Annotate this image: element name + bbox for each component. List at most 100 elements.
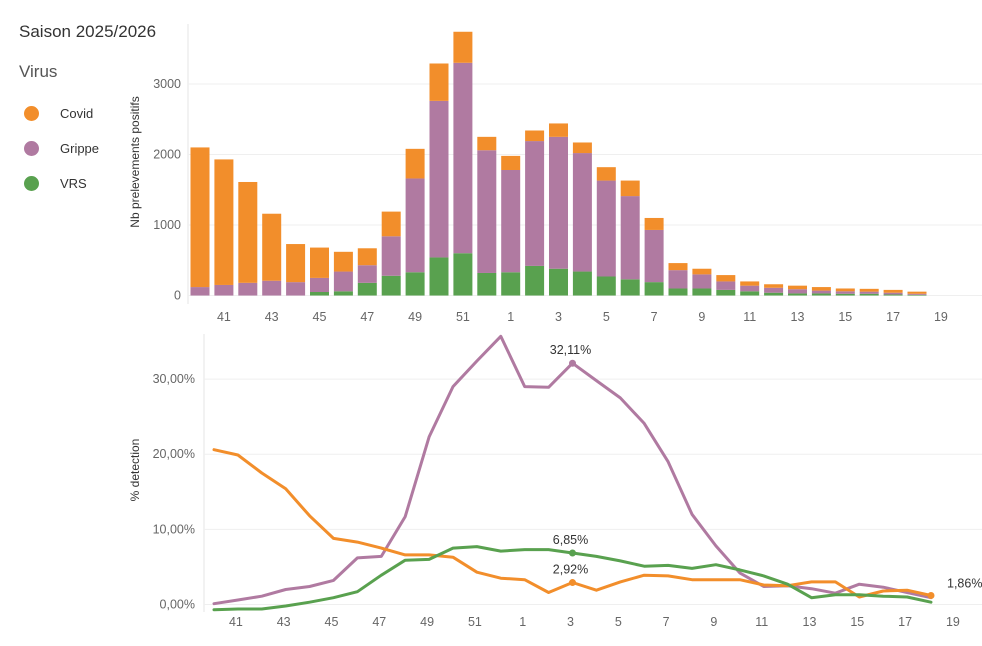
bar-segment-grippe[interactable] [572,153,592,272]
bar-segment-vrs[interactable] [333,291,353,296]
bar-segment-vrs[interactable] [453,253,473,296]
bar-segment-vrs[interactable] [835,293,855,296]
bar-segment-grippe[interactable] [525,141,545,266]
legend-item-vrs[interactable]: VRS [24,166,99,201]
bar-segment-vrs[interactable] [477,272,497,296]
bar-segment-covid[interactable] [907,291,927,294]
bar-segment-vrs[interactable] [788,293,807,296]
bar-segment-covid[interactable] [716,275,736,282]
bar-segment-vrs[interactable] [811,293,831,296]
bar-segment-grippe[interactable] [549,136,568,269]
bar-segment-vrs[interactable] [764,292,784,296]
bar-segment-vrs[interactable] [310,292,329,296]
bar-segment-covid[interactable] [644,217,664,230]
bar-segment-grippe[interactable] [357,265,377,283]
bar-segment-covid[interactable] [692,268,712,275]
bar-segment-grippe[interactable] [740,285,760,292]
bar-segment-covid[interactable] [596,167,616,181]
bar-segment-grippe[interactable] [883,292,903,295]
bar-segment-covid[interactable] [429,63,449,101]
bar-segment-vrs[interactable] [907,294,927,296]
bar-segment-covid[interactable] [572,142,592,154]
legend-item-covid[interactable]: Covid [24,96,99,131]
bar-segment-vrs[interactable] [549,268,568,296]
bar-segment-covid[interactable] [525,130,545,142]
bar-segment-vrs[interactable] [668,288,688,296]
bar-segment-covid[interactable] [740,281,760,286]
bar-segment-vrs[interactable] [405,272,425,296]
bar-segment-grippe[interactable] [716,281,736,290]
bar-segment-vrs[interactable] [644,282,664,296]
bar-segment-vrs[interactable] [525,265,545,296]
bar-segment-covid[interactable] [262,213,282,281]
bar-segment-covid[interactable] [238,181,258,283]
bar-segment-vrs[interactable] [883,294,903,296]
bar-segment-covid[interactable] [453,31,473,63]
legend-item-grippe[interactable]: Grippe [24,131,99,166]
bar-segment-covid[interactable] [549,123,568,137]
line-x-tick-label: 51 [468,615,482,629]
bar-segment-covid[interactable] [620,180,640,197]
bar-segment-covid[interactable] [668,263,688,271]
bar-segment-covid[interactable] [214,159,234,285]
bar-segment-grippe[interactable] [859,291,879,294]
line-y-tick-label: 0,00% [160,597,195,611]
bar-segment-grippe[interactable] [668,270,688,289]
bar-segment-grippe[interactable] [333,271,353,292]
bar-segment-vrs[interactable] [692,288,712,296]
bar-segment-covid[interactable] [357,248,377,266]
bar-segment-vrs[interactable] [859,293,879,296]
bar-segment-vrs[interactable] [429,257,449,296]
bar-segment-covid[interactable] [190,147,210,288]
bar-segment-vrs[interactable] [716,289,736,296]
bar-segment-grippe[interactable] [453,62,473,254]
bar-segment-grippe[interactable] [214,284,234,296]
annotation-marker [569,359,576,367]
bar-segment-covid[interactable] [333,251,353,272]
bar-segment-grippe[interactable] [238,282,258,296]
bar-segment-grippe[interactable] [835,291,855,294]
bar-segment-grippe[interactable] [692,274,712,289]
bar-segment-grippe[interactable] [310,277,329,293]
bar-segment-covid[interactable] [811,287,831,291]
bar-segment-covid[interactable] [405,148,425,179]
bar-segment-covid[interactable] [477,136,497,151]
bar-segment-covid[interactable] [764,284,784,288]
bar-segment-grippe[interactable] [620,196,640,280]
legend-grippe-label: Grippe [60,141,100,156]
bar-segment-covid[interactable] [286,244,306,283]
bar-segment-vrs[interactable] [596,276,616,296]
line-chart: 0,00% 10,00% 20,00% 30,00% % detection 32,11%… [128,334,982,629]
legend-vrs-swatch [24,176,39,191]
bar-segment-grippe[interactable] [907,293,927,295]
bar-segment-covid[interactable] [835,288,855,292]
bar-segment-grippe[interactable] [811,290,831,294]
bar-segment-grippe[interactable] [381,236,401,276]
bar-segment-covid[interactable] [883,289,903,293]
annotation-marker [569,579,576,587]
bar-segment-vrs[interactable] [740,291,760,296]
bar-x-tick-label: 11 [743,310,756,324]
bar-segment-covid[interactable] [501,155,521,170]
bar-segment-grippe[interactable] [477,150,497,273]
bar-segment-covid[interactable] [788,285,807,290]
bar-segment-grippe[interactable] [644,229,664,283]
bar-segment-grippe[interactable] [405,178,425,273]
bar-segment-covid[interactable] [381,211,401,237]
bar-segment-grippe[interactable] [788,289,807,294]
bar-segment-grippe[interactable] [429,100,449,258]
bar-segment-grippe[interactable] [262,280,282,296]
bar-segment-grippe[interactable] [190,287,210,296]
bar-segment-vrs[interactable] [357,282,377,296]
bar-segment-grippe[interactable] [764,287,784,293]
bar-segment-vrs[interactable] [620,279,640,296]
bar-segment-vrs[interactable] [381,275,401,296]
bar-segment-covid[interactable] [310,247,329,278]
bar-segment-grippe[interactable] [596,180,616,277]
bar-segment-grippe[interactable] [501,169,521,273]
bar-segment-vrs[interactable] [572,271,592,296]
bar-segment-vrs[interactable] [501,272,521,296]
bar-segment-grippe[interactable] [286,282,306,296]
bar-y-axis-title: Nb prelevements positifs [128,96,142,227]
bar-segment-covid[interactable] [859,288,879,292]
